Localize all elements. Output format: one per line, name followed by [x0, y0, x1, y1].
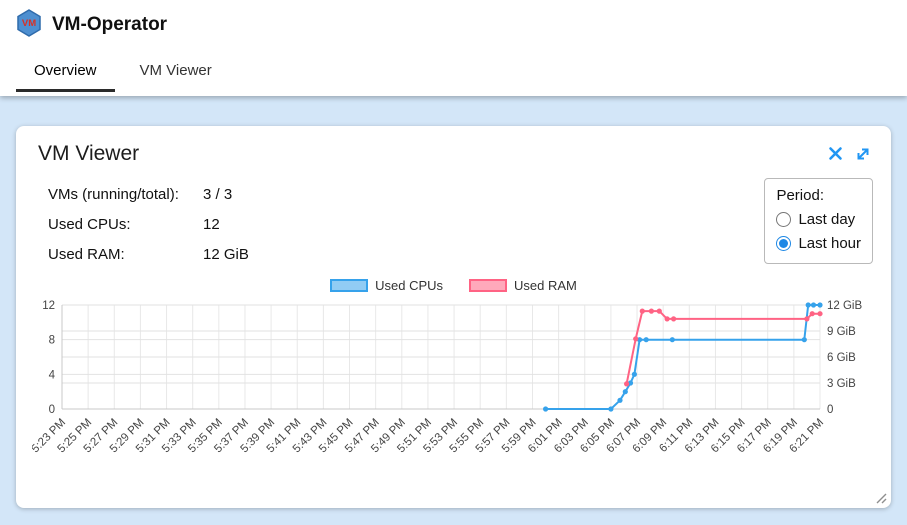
app-header: VM VM-Operator Overview VM Viewer: [0, 0, 907, 96]
y-left-tick-label: 4: [49, 369, 56, 381]
stat-value: 12 GiB: [203, 246, 249, 263]
data-point: [809, 311, 815, 317]
data-point: [664, 316, 670, 322]
legend-item-used-ram: Used RAM: [469, 278, 577, 293]
data-point: [817, 311, 823, 317]
period-option-label: Last day: [798, 211, 856, 228]
legend-swatch: [469, 279, 508, 292]
data-point: [669, 337, 675, 343]
radio-last-hour[interactable]: [776, 236, 792, 251]
app-logo-icon: VM: [16, 8, 42, 42]
svg-text:VM: VM: [22, 18, 36, 29]
data-point: [817, 302, 823, 308]
y-left-tick-label: 0: [49, 404, 55, 416]
tab-vm-viewer[interactable]: VM Viewer: [139, 61, 212, 79]
stat-value: 12: [203, 216, 220, 233]
vm-stats-table: VMs (running/total): 3 / 3 Used CPUs: 12 Use…: [48, 186, 249, 263]
period-option-label: Last hour: [798, 235, 861, 252]
period-selector: Period: Last day Last hour: [764, 178, 873, 264]
data-point: [633, 336, 639, 342]
data-point: [804, 316, 810, 322]
tab-bar: Overview VM Viewer: [0, 50, 907, 92]
stat-label: VMs (running/total):: [48, 186, 179, 203]
period-options: Last day Last hour: [776, 211, 861, 252]
card-title: VM Viewer: [38, 142, 140, 165]
data-point: [627, 380, 634, 386]
legend-swatch: [330, 279, 369, 292]
y-left-tick-label: 12: [42, 300, 55, 312]
data-point: [656, 308, 662, 314]
y-right-tick-label: 3 GiB: [827, 378, 856, 390]
data-point: [543, 406, 549, 412]
y-right-tick-label: 12 GiB: [827, 300, 862, 312]
expand-icon[interactable]: [855, 146, 871, 162]
chart-legend: Used CPUs Used RAM: [32, 278, 875, 293]
data-point: [648, 308, 655, 314]
stats-row: VMs (running/total): 3 / 3 Used CPUs: 12 Use…: [32, 178, 875, 264]
stat-label: Used RAM:: [48, 246, 125, 263]
data-point: [671, 316, 677, 322]
data-point: [617, 397, 623, 403]
usage-chart: 5:23 PM 5:25 PM 5:27 PM 5:29 PM 5:31 PM 5:33 …: [32, 295, 875, 467]
main-area: VM Viewer VMs (running/total): 3 / 3 Us: [0, 96, 907, 508]
data-point: [631, 371, 638, 377]
stat-value: 3 / 3: [203, 186, 233, 203]
stat-label: Used CPUs:: [48, 216, 131, 233]
data-point: [639, 308, 645, 314]
y-left-tick-label: 8: [49, 335, 55, 347]
tab-overview[interactable]: Overview: [16, 50, 115, 92]
usage-chart-canvas: 5:23 PM5:25 PM5:27 PM5:29 PM5:31 PM5:33 …: [32, 300, 862, 455]
legend-label: Used RAM: [514, 278, 577, 293]
top-bar: VM VM-Operator: [0, 0, 907, 50]
data-point: [608, 406, 614, 412]
period-option-last-day[interactable]: Last day: [776, 211, 861, 228]
legend-label: Used CPUs: [375, 278, 444, 293]
data-point: [810, 302, 817, 308]
data-point: [622, 389, 628, 395]
close-icon[interactable]: [828, 146, 843, 162]
data-point: [805, 302, 811, 308]
legend-item-used-cpus: Used CPUs: [330, 278, 443, 293]
vm-viewer-card: VM Viewer VMs (running/total): 3 / 3 Us: [16, 126, 891, 508]
data-point: [637, 337, 643, 343]
y-right-tick-label: 6 GiB: [827, 352, 856, 364]
y-right-tick-label: 9 GiB: [827, 326, 856, 338]
series-line-used-ram: [625, 310, 821, 385]
data-point: [801, 337, 807, 343]
app-title: VM-Operator: [52, 14, 168, 35]
y-right-tick-label: 0: [827, 404, 833, 416]
period-option-last-hour[interactable]: Last hour: [776, 235, 861, 252]
card-actions: [828, 146, 871, 162]
resize-handle[interactable]: [875, 492, 887, 504]
data-point: [643, 337, 649, 343]
card-header: VM Viewer: [32, 142, 875, 166]
period-label: Period:: [776, 187, 824, 204]
data-point: [624, 381, 630, 387]
radio-last-day[interactable]: [776, 212, 792, 227]
